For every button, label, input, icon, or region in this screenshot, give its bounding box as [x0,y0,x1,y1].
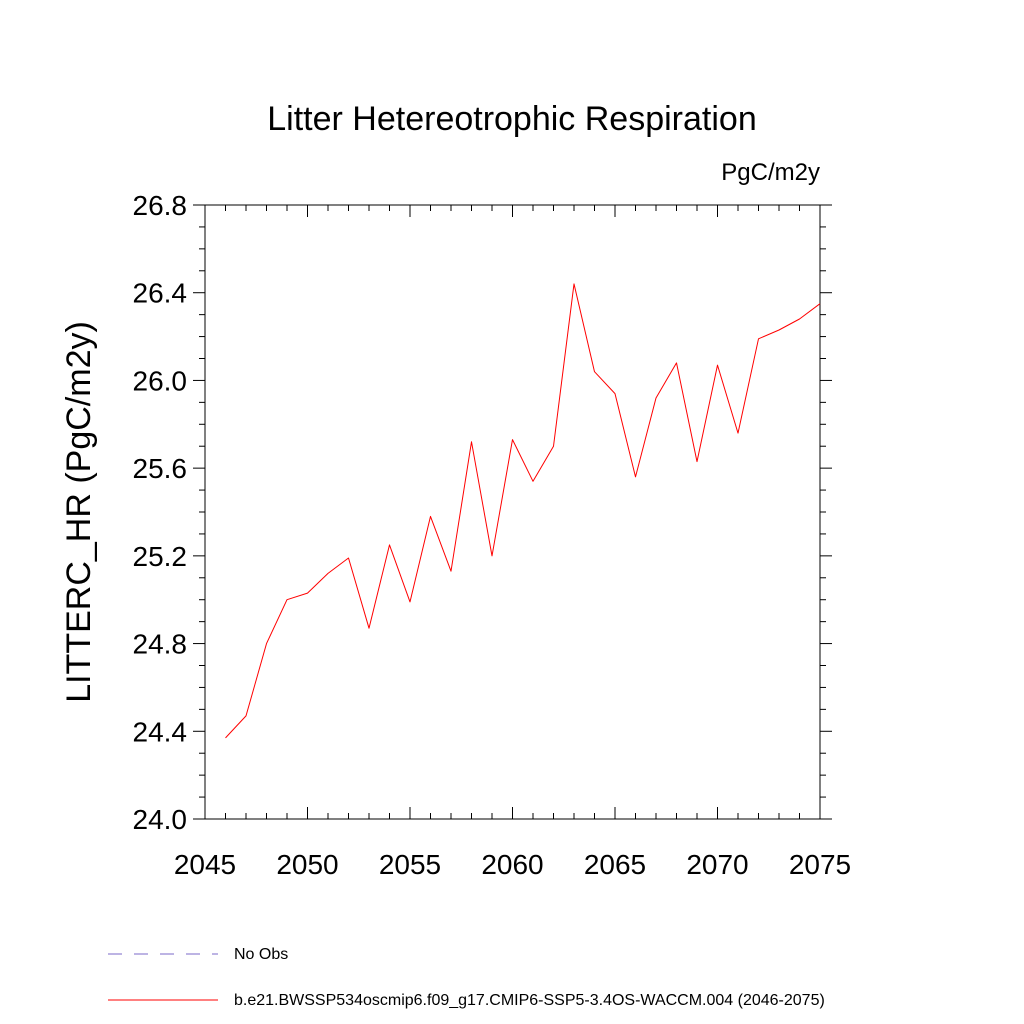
x-tick-label: 2060 [481,849,543,880]
units-label: PgC/m2y [721,159,820,186]
y-tick-label: 26.4 [133,278,188,309]
y-tick-labels: 24.0 24.4 24.8 25.2 25.6 26.0 26.4 26.8 [133,190,188,835]
x-tick-label: 2065 [584,849,646,880]
x-tick-label: 2075 [789,849,851,880]
y-tick-label: 26.8 [133,190,188,221]
y-tick-label: 24.4 [133,716,188,747]
legend: No Obs b.e21.BWSSP534oscmip6.f09_g17.CMI… [108,946,825,1009]
x-tick-label: 2045 [174,849,236,880]
legend-label-no-obs: No Obs [234,946,288,963]
plot-frame [204,204,821,820]
y-tick-label: 25.6 [133,453,188,484]
y-axis-label: LITTERC_HR (PgC/m2y) [60,321,98,703]
chart-title: Litter Hetereotrophic Respiration [267,100,756,138]
x-tick-label: 2055 [379,849,441,880]
x-tick-label: 2050 [276,849,338,880]
y-tick-label: 24.8 [133,629,188,660]
legend-label-model: b.e21.BWSSP534oscmip6.f09_g17.CMIP6-SSP5… [234,992,825,1009]
x-tick-labels: 2045 2050 2055 2060 2065 2070 2075 [174,849,851,880]
x-tick-label: 2070 [686,849,748,880]
series-line [225,283,821,739]
y-tick-label: 26.0 [133,365,188,396]
y-tick-label: 24.0 [133,804,188,835]
y-tick-label: 25.2 [133,541,188,572]
axis-ticks [193,204,832,820]
series-group [225,283,821,739]
